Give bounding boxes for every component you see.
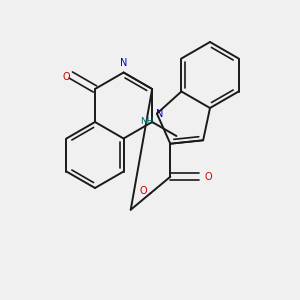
Text: O: O (204, 172, 212, 182)
Text: NH: NH (140, 117, 154, 126)
Text: N: N (120, 58, 127, 68)
Text: O: O (140, 186, 148, 196)
Text: O: O (63, 73, 70, 82)
Text: N: N (156, 109, 164, 119)
